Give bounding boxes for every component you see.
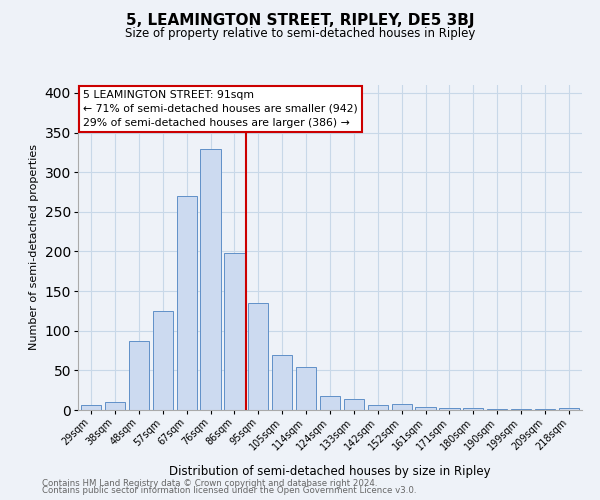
Bar: [81, 405, 101, 410]
Bar: [152, 311, 173, 410]
Bar: [224, 253, 245, 410]
Bar: [296, 367, 316, 410]
Bar: [129, 341, 149, 410]
Bar: [248, 303, 268, 410]
Text: Size of property relative to semi-detached houses in Ripley: Size of property relative to semi-detach…: [125, 28, 475, 40]
Bar: [176, 196, 197, 410]
Text: Distribution of semi-detached houses by size in Ripley: Distribution of semi-detached houses by …: [169, 464, 491, 477]
Bar: [439, 408, 460, 410]
Y-axis label: Number of semi-detached properties: Number of semi-detached properties: [29, 144, 39, 350]
Bar: [559, 408, 579, 410]
Text: 5 LEAMINGTON STREET: 91sqm
← 71% of semi-detached houses are smaller (942)
29% o: 5 LEAMINGTON STREET: 91sqm ← 71% of semi…: [83, 90, 358, 128]
Bar: [535, 409, 555, 410]
Text: Contains public sector information licensed under the Open Government Licence v3: Contains public sector information licen…: [42, 486, 416, 495]
Bar: [392, 404, 412, 410]
Bar: [463, 408, 484, 410]
Bar: [415, 407, 436, 410]
Text: Contains HM Land Registry data © Crown copyright and database right 2024.: Contains HM Land Registry data © Crown c…: [42, 478, 377, 488]
Bar: [105, 402, 125, 410]
Bar: [511, 409, 531, 410]
Bar: [487, 409, 508, 410]
Bar: [368, 405, 388, 410]
Text: 5, LEAMINGTON STREET, RIPLEY, DE5 3BJ: 5, LEAMINGTON STREET, RIPLEY, DE5 3BJ: [126, 12, 474, 28]
Bar: [344, 399, 364, 410]
Bar: [200, 149, 221, 410]
Bar: [272, 356, 292, 410]
Bar: [320, 396, 340, 410]
